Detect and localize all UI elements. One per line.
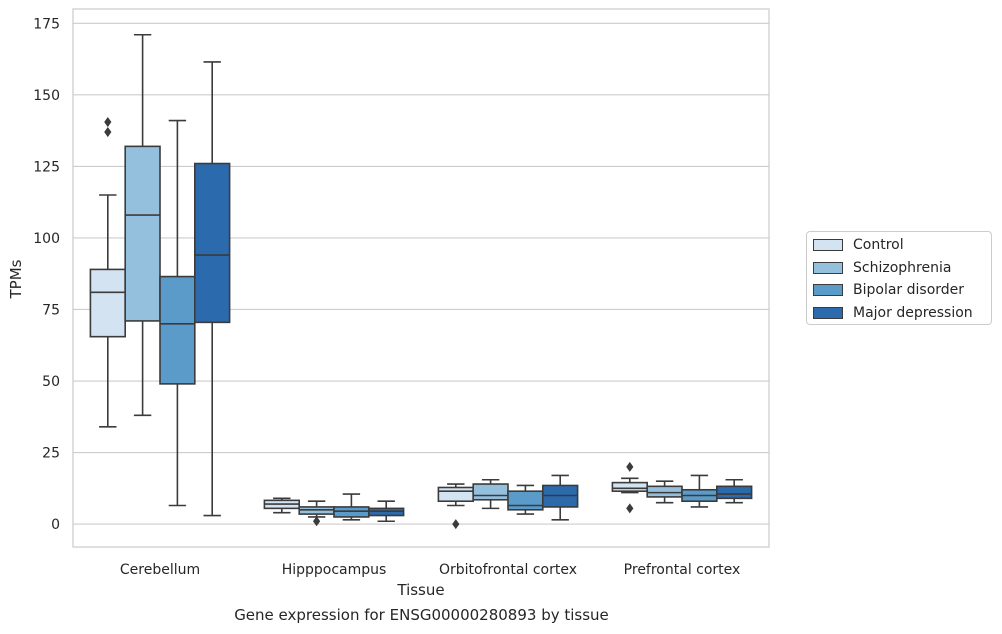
y-tick-label: 125: [33, 159, 60, 175]
grid-lines: [73, 22, 769, 525]
y-tick-label: 0: [51, 517, 60, 533]
y-tick-label: 175: [33, 16, 60, 32]
box-rect: [159, 275, 196, 385]
x-axis-label: Tissue: [396, 581, 444, 599]
box-rect: [715, 485, 753, 500]
box-control: [263, 497, 300, 514]
legend: Control Schizophrenia Bipolar disorder M…: [806, 231, 992, 325]
x-tick-label: Orbitofrontal cortex: [439, 562, 577, 578]
box-major-depression: [194, 61, 231, 517]
box-rect: [89, 268, 127, 338]
y-axis-label: TPMs: [7, 259, 25, 299]
legend-label-bipolar-disorder: Bipolar disorder: [853, 282, 965, 298]
outlier-point: [626, 461, 634, 472]
y-tick-label: 100: [33, 231, 60, 247]
box-major-depression: [367, 500, 405, 523]
box-control: [89, 116, 127, 428]
box-control: [611, 461, 649, 514]
chart-caption: Gene expression for ENSG00000280893 by t…: [234, 606, 609, 624]
legend-item-major-depression: Major depression: [813, 303, 973, 323]
x-tick-label: Hipppocampus: [282, 562, 387, 578]
legend-label-control: Control: [853, 237, 904, 253]
box-rect: [437, 486, 474, 503]
outlier-point: [452, 519, 460, 530]
box-rect: [611, 481, 649, 492]
y-tick-label: 50: [42, 374, 60, 390]
box-major-depression: [715, 478, 753, 504]
legend-swatch-schizophrenia: [813, 262, 843, 274]
box-rect: [646, 485, 683, 498]
legend-item-control: Control: [813, 235, 904, 255]
y-tick-labels: 0 25 50 75 100 125 150 175: [33, 16, 60, 533]
x-tick-label: Cerebellum: [120, 562, 200, 578]
legend-label-schizophrenia: Schizophrenia: [853, 260, 952, 276]
box-bipolar-disorder: [507, 484, 544, 515]
legend-item-bipolar-disorder: Bipolar disorder: [813, 280, 964, 300]
legend-label-major-depression: Major depression: [853, 305, 973, 321]
outlier-point: [313, 516, 321, 527]
box-rect: [472, 483, 509, 501]
y-tick-label: 25: [42, 446, 60, 462]
box-schizophrenia: [124, 33, 161, 417]
x-tick-label: Prefrontal cortex: [624, 562, 741, 578]
box-bipolar-disorder: [333, 493, 370, 521]
y-tick-label: 150: [33, 88, 60, 104]
outlier-point: [626, 503, 634, 514]
x-tick-labels: Cerebellum Hipppocampus Orbitofrontal cort…: [120, 562, 740, 578]
box-rect: [507, 490, 544, 511]
box-major-depression: [541, 474, 579, 521]
y-tick-label: 75: [42, 302, 60, 318]
legend-swatch-control: [813, 239, 843, 251]
outlier-point: [104, 127, 112, 138]
box-control: [437, 483, 474, 530]
box-schizophrenia: [298, 500, 335, 527]
legend-swatch-major-depression: [813, 307, 843, 319]
boxes: [89, 33, 753, 530]
legend-item-schizophrenia: Schizophrenia: [813, 258, 951, 278]
box-rect: [194, 162, 231, 324]
box-bipolar-disorder: [159, 119, 196, 507]
box-rect: [124, 145, 161, 322]
legend-swatch-bipolar-disorder: [813, 284, 843, 296]
outlier-point: [104, 116, 112, 128]
